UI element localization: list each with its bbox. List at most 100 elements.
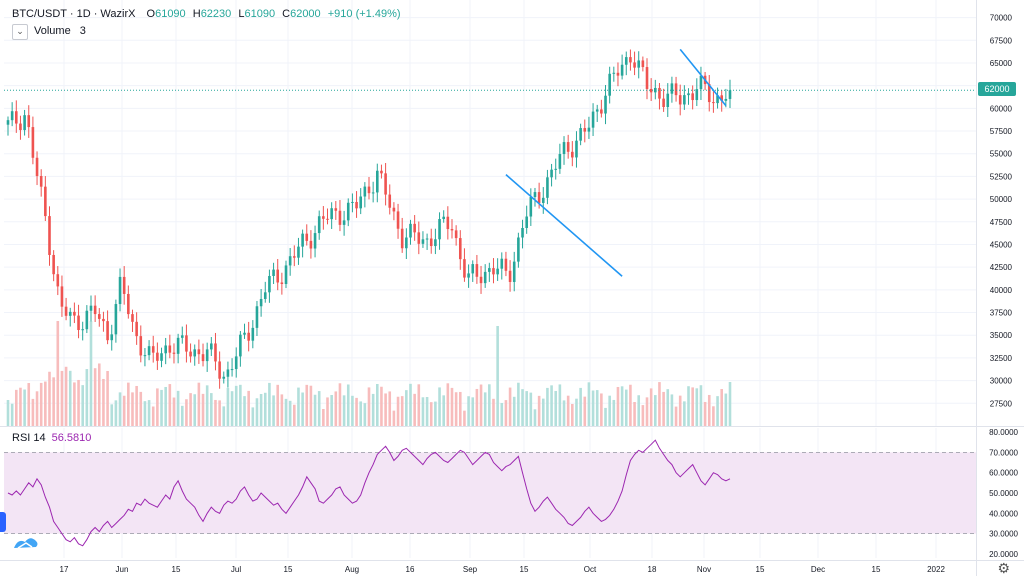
- candle-body: [214, 343, 217, 362]
- candle-body: [81, 329, 84, 331]
- candle-body: [500, 258, 504, 269]
- candle-body: [471, 264, 475, 274]
- price-tick-label: 60000: [990, 104, 1013, 113]
- candle-body: [583, 128, 587, 132]
- volume-bar: [434, 401, 437, 426]
- candle-body: [127, 293, 130, 315]
- candle-body: [525, 216, 528, 228]
- candle-body: [230, 369, 234, 371]
- candles: [6, 49, 732, 389]
- candle-body: [458, 238, 462, 260]
- candle-body: [263, 292, 267, 300]
- volume-bar: [156, 388, 159, 426]
- tradingview-logo-icon[interactable]: [12, 532, 40, 552]
- candle-body: [695, 89, 699, 101]
- volume-bar: [309, 385, 313, 426]
- candle-body: [272, 269, 275, 276]
- candle-body: [139, 336, 143, 356]
- volume-bar: [716, 396, 719, 426]
- candle-body: [218, 361, 221, 379]
- price-tick-label: 45000: [990, 240, 1013, 249]
- candle-body: [97, 314, 101, 319]
- volume-bar: [724, 393, 728, 426]
- rsi-label[interactable]: RSI 14: [12, 432, 46, 444]
- volume-bar: [405, 390, 408, 426]
- volume-bar: [492, 398, 495, 426]
- candle-body: [293, 256, 296, 258]
- volume-label[interactable]: Volume: [34, 25, 71, 37]
- candle-body: [288, 256, 292, 266]
- candle-body: [334, 208, 338, 211]
- candle-body: [450, 229, 454, 231]
- price-grid: [4, 17, 976, 404]
- time-tick-label: 18: [648, 565, 657, 574]
- candle-body: [89, 305, 93, 311]
- price-tick-label: 55000: [990, 150, 1013, 159]
- candle-body: [201, 354, 205, 362]
- volume-bar: [641, 405, 645, 426]
- volume-bar: [384, 393, 387, 426]
- candle-body: [23, 115, 26, 131]
- candle-body: [434, 239, 437, 247]
- volume-bar: [546, 387, 549, 426]
- price-tick-label: 52500: [990, 172, 1013, 181]
- candle-body: [716, 95, 719, 104]
- rsi-legend: RSI 14 56.5810: [12, 432, 91, 444]
- volume-bar: [600, 393, 603, 426]
- candle-body: [135, 321, 138, 337]
- rsi-line: [7, 439, 731, 547]
- volume-bar: [691, 387, 694, 426]
- volume-bar: [508, 387, 512, 426]
- volume-bar: [205, 385, 209, 426]
- volume-bar: [127, 382, 130, 426]
- candle-body: [421, 239, 425, 244]
- symbol-legend: BTC/USDT · 1D · WazirX O61090 H62230 L61…: [12, 8, 401, 20]
- volume-bar: [483, 392, 487, 426]
- volume-bar: [27, 383, 31, 426]
- volume-bar: [210, 393, 213, 426]
- volume-bar: [326, 397, 329, 426]
- candle-body: [317, 216, 321, 234]
- candle-body: [118, 276, 122, 305]
- volume-bar: [380, 386, 383, 426]
- candle-body: [380, 170, 383, 174]
- volume-bar: [48, 371, 51, 426]
- volume-bar: [571, 404, 574, 426]
- volume-bar: [562, 400, 566, 426]
- candle-body: [205, 349, 209, 362]
- gear-icon[interactable]: ⚙: [997, 560, 1010, 576]
- candle-body: [521, 227, 524, 238]
- candle-body: [102, 318, 105, 322]
- candle-body: [156, 352, 159, 361]
- volume-bar: [168, 384, 172, 426]
- volume-bar: [683, 401, 686, 426]
- candle-body: [504, 258, 508, 271]
- low-label: L: [238, 8, 245, 20]
- candle-body: [276, 269, 280, 283]
- volume-bar: [172, 397, 176, 426]
- volume-bar: [110, 404, 114, 426]
- candle-body: [454, 230, 458, 239]
- volume-bar: [637, 395, 641, 426]
- symbol-label[interactable]: BTC/USDT · 1D · WazirX: [12, 8, 136, 20]
- candle-body: [371, 192, 375, 194]
- trendline: [679, 48, 727, 107]
- candle-body: [662, 98, 665, 108]
- candle-body: [351, 201, 354, 203]
- candle-body: [579, 128, 582, 141]
- candle-body: [73, 311, 76, 316]
- volume-bar: [313, 394, 317, 426]
- candle-body: [48, 216, 51, 255]
- candle-body: [309, 240, 313, 249]
- volume-bar: [251, 407, 255, 426]
- volume-bar: [699, 385, 703, 426]
- price-tick-label: 70000: [990, 14, 1013, 23]
- volume-bar: [550, 385, 553, 426]
- candle-body: [239, 334, 242, 357]
- candle-body: [475, 264, 479, 277]
- panel-toggle-tab[interactable]: [0, 512, 6, 532]
- chevron-down-icon[interactable]: ⌄: [12, 24, 28, 40]
- candle-body: [147, 346, 151, 356]
- volume-bar: [131, 392, 134, 426]
